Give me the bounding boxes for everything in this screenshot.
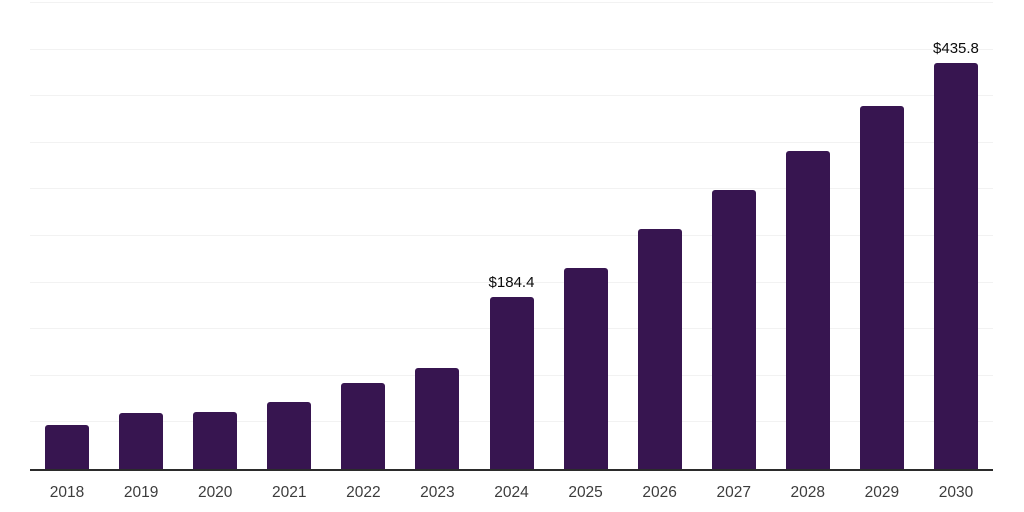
bar-2020 [193,412,238,469]
gridline [30,188,993,190]
bar-2027 [711,190,756,469]
x-tick-label-2022: 2022 [346,484,381,501]
x-tick-label-2026: 2026 [642,484,677,501]
gridline [30,95,993,97]
x-tick-label-2030: 2030 [938,484,974,501]
x-tick-label-2018: 2018 [49,484,85,501]
bar-2023 [415,368,460,469]
gridline [30,2,993,3]
bar-2028 [785,151,830,469]
x-tick-label-2027: 2027 [716,484,751,501]
x-tick-label-2024: 2024 [494,484,529,501]
bar-2018 [45,425,90,469]
x-axis: 2018 2019 2020 2021 2022 2023 2024 2025 2026 2027… [30,484,993,508]
gridline [30,235,993,236]
gridline [30,48,993,50]
bar-2029 [859,105,904,469]
plot-area: $184.4 $435.8 [30,2,993,471]
x-tick-label-2025: 2025 [568,484,603,501]
bar-2030 [933,62,978,469]
data-label-2024: $184.4 [488,274,535,292]
bar-2021 [267,401,312,469]
bar-2022 [341,383,386,469]
bar-2024 [489,297,534,469]
x-tick-label-2019: 2019 [123,484,159,501]
bar-2026 [637,228,682,469]
x-tick-label-2029: 2029 [864,484,900,501]
gridline [30,281,993,283]
data-label-2030: $435.8 [933,39,979,57]
x-tick-label-2020: 2020 [197,484,233,501]
gridline [30,141,993,143]
bar-2025 [563,267,608,469]
x-tick-label-2028: 2028 [790,484,826,501]
bar-2019 [119,413,164,469]
x-tick-label-2023: 2023 [420,484,455,501]
x-tick-label-2021: 2021 [272,484,307,501]
